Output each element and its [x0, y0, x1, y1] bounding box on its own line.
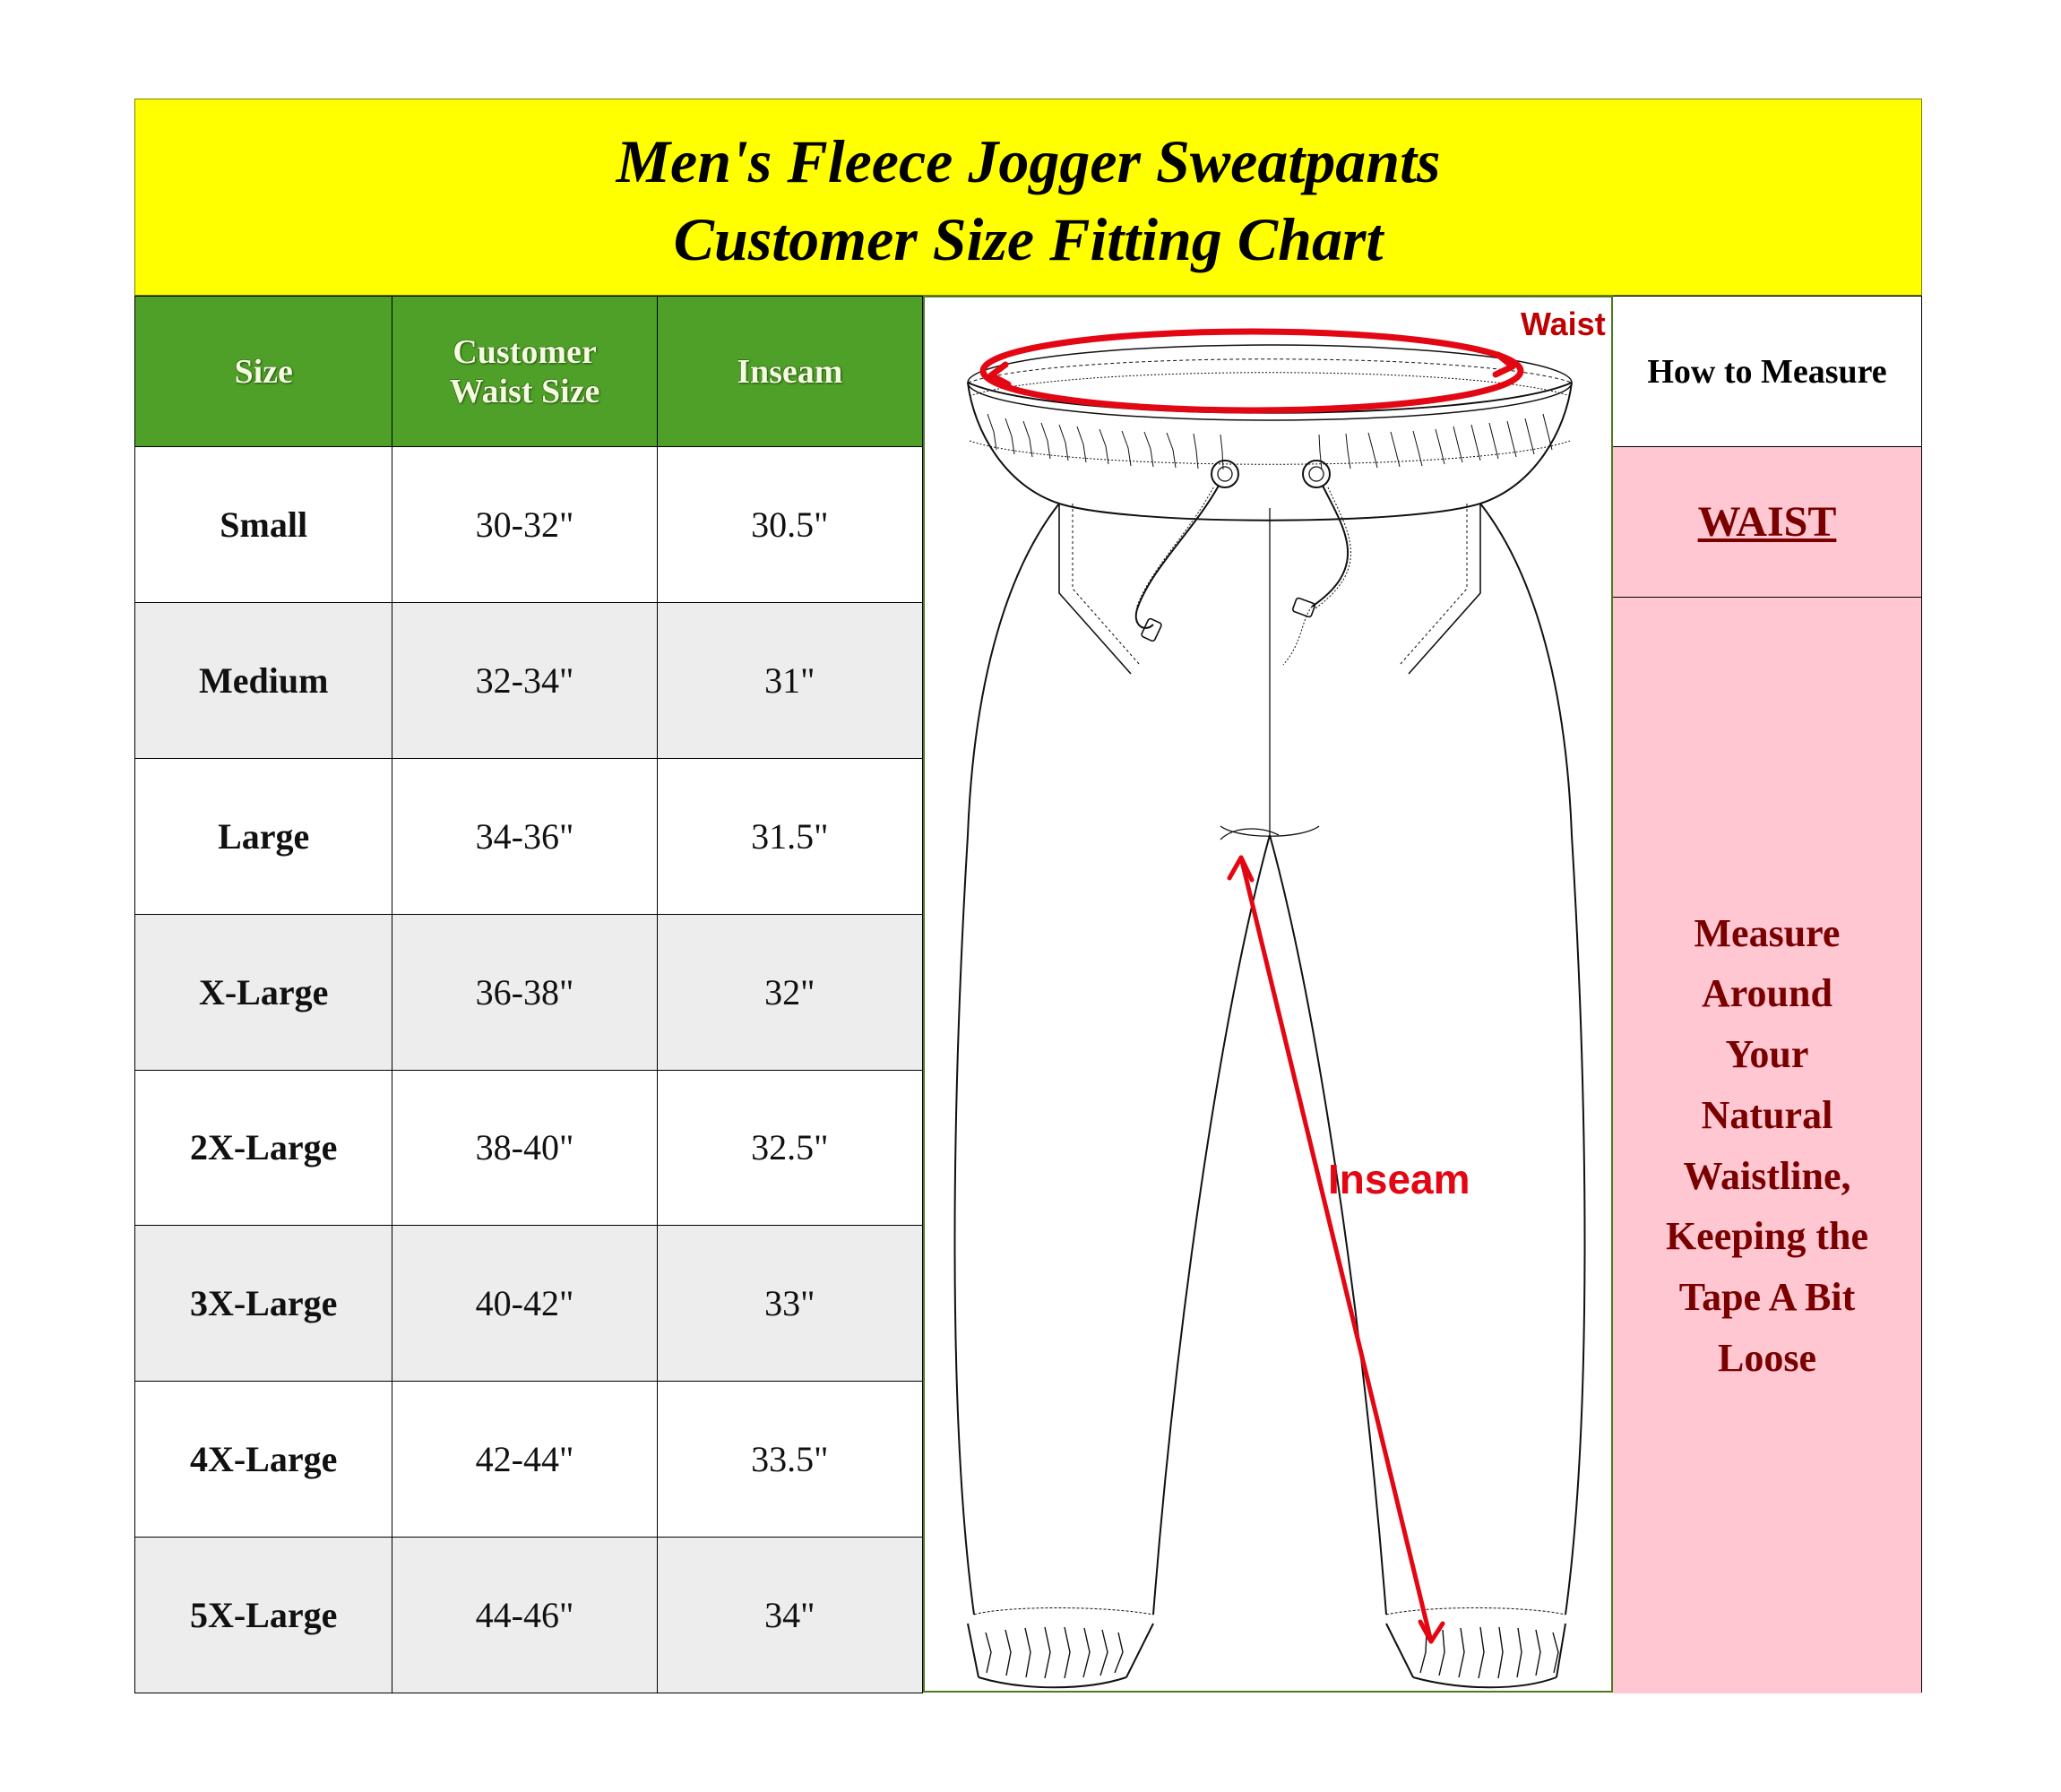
svg-text:Inseam: Inseam [1328, 1156, 1470, 1202]
svg-text:Waist: Waist [1521, 306, 1606, 342]
